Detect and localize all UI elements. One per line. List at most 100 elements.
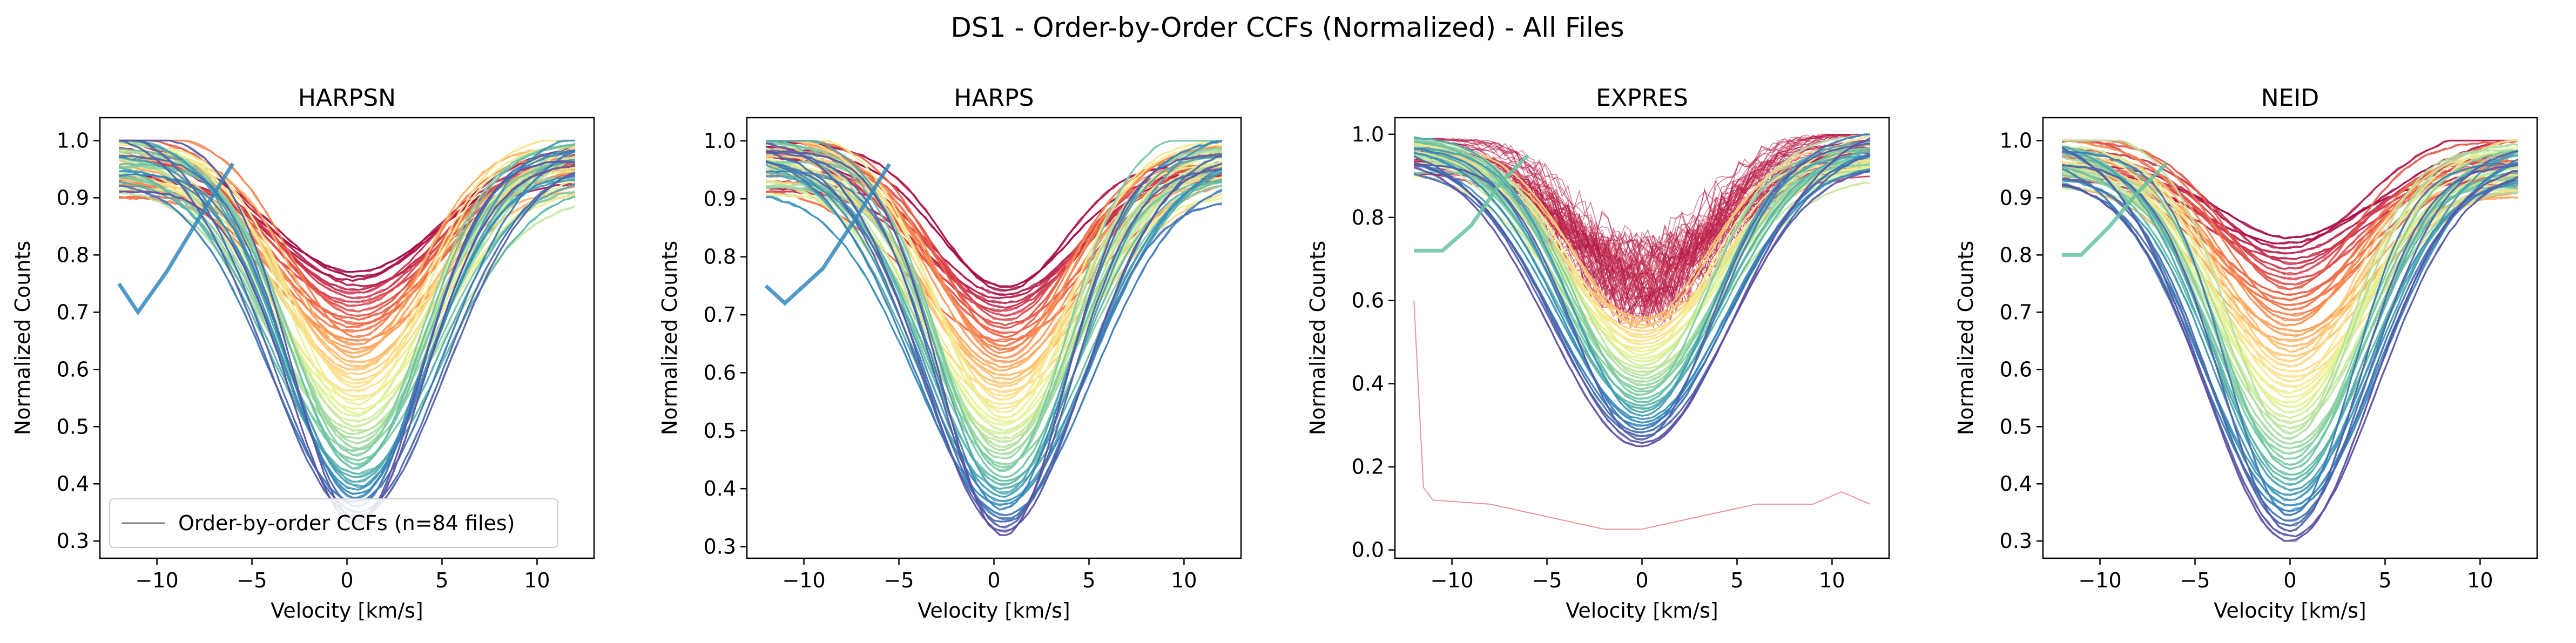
ccf-line bbox=[1414, 141, 1871, 403]
ccf-line bbox=[766, 155, 1223, 296]
ccf-line bbox=[2061, 147, 2519, 538]
ccf-line bbox=[2061, 151, 2519, 517]
ccf-line bbox=[765, 160, 1223, 439]
ccf-curves bbox=[2061, 139, 2519, 542]
x-tick-label: 5 bbox=[435, 568, 448, 592]
x-tick-label: 10 bbox=[1171, 568, 1197, 592]
y-tick-label: 0.4 bbox=[2000, 472, 2032, 496]
x-tick-label: −10 bbox=[1430, 568, 1473, 592]
ccf-line bbox=[765, 160, 1223, 516]
ccf-line bbox=[766, 140, 1222, 418]
y-tick-label: 0.7 bbox=[57, 300, 89, 324]
ccf-line bbox=[765, 147, 1223, 449]
ccf-line bbox=[2062, 143, 2518, 441]
y-tick-label: 0.4 bbox=[57, 472, 89, 496]
blend-line bbox=[1414, 153, 1529, 253]
x-axis-label: Velocity [km/s] bbox=[918, 599, 1070, 622]
x-tick-label: 5 bbox=[2378, 568, 2391, 592]
ccf-curves bbox=[1413, 133, 1871, 530]
y-axis-label: Normalized Counts bbox=[658, 241, 682, 435]
ccf-line bbox=[765, 152, 1223, 435]
x-tick-label: 5 bbox=[1082, 568, 1095, 592]
x-tick-label: 0 bbox=[340, 568, 353, 592]
y-tick-label: 0.6 bbox=[2000, 357, 2032, 381]
ccf-curves bbox=[764, 140, 1223, 537]
y-tick-label: 0.2 bbox=[1352, 455, 1384, 479]
y-tick-label: 0.6 bbox=[57, 357, 89, 381]
outlier-line bbox=[1413, 300, 1871, 530]
legend-label: Order-by-order CCFs (n=84 files) bbox=[178, 511, 515, 535]
x-tick-label: 10 bbox=[1819, 568, 1845, 592]
y-tick-label: 0.6 bbox=[704, 361, 736, 384]
x-tick-label: −10 bbox=[782, 568, 825, 592]
ccf-line bbox=[119, 139, 576, 339]
ccf-line bbox=[1413, 163, 1871, 420]
ccf-line bbox=[1414, 141, 1870, 307]
legend-box bbox=[109, 498, 558, 548]
ccf-line bbox=[765, 140, 1222, 472]
ccf-line bbox=[766, 148, 1222, 384]
y-tick-label: 0.4 bbox=[704, 477, 736, 500]
ccf-line bbox=[119, 139, 575, 389]
x-tick-label: −5 bbox=[884, 568, 914, 592]
ccf-line bbox=[119, 170, 575, 495]
ccf-line bbox=[2061, 146, 2519, 492]
ccf-line bbox=[1413, 154, 1871, 437]
ccf-line bbox=[2061, 144, 2518, 414]
y-tick-label: 0.8 bbox=[57, 243, 89, 267]
x-tick-label: −10 bbox=[135, 568, 178, 592]
x-axis-label: Velocity [km/s] bbox=[271, 599, 423, 622]
panel-title: HARPS bbox=[954, 84, 1034, 112]
ccf-line bbox=[119, 144, 576, 406]
x-tick-label: −5 bbox=[237, 568, 267, 592]
ccf-line bbox=[118, 170, 576, 432]
ccf-line bbox=[1413, 136, 1871, 413]
blend-line bbox=[117, 162, 235, 316]
y-tick-label: 0.7 bbox=[704, 303, 736, 327]
y-tick-label: 0.9 bbox=[2000, 186, 2032, 209]
panel-title: NEID bbox=[2261, 84, 2319, 112]
x-tick-label: 10 bbox=[2467, 568, 2493, 592]
y-tick-label: 0.9 bbox=[704, 187, 736, 211]
y-tick-label: 0.3 bbox=[57, 529, 89, 553]
y-tick-label: 1.0 bbox=[2000, 128, 2032, 152]
ccf-line bbox=[765, 161, 1223, 502]
x-axis-label: Velocity [km/s] bbox=[1566, 599, 1718, 622]
ccf-line bbox=[1413, 137, 1870, 387]
x-tick-label: −5 bbox=[1532, 568, 1562, 592]
y-tick-label: 0.6 bbox=[1352, 289, 1384, 313]
ccf-line bbox=[1413, 153, 1871, 390]
y-axis-label: Normalized Counts bbox=[1306, 241, 1330, 435]
y-tick-label: 0.5 bbox=[704, 419, 736, 443]
y-tick-label: 0.8 bbox=[2000, 243, 2032, 267]
y-tick-label: 0.9 bbox=[57, 186, 89, 209]
blend-line bbox=[764, 163, 891, 306]
x-tick-label: −10 bbox=[2078, 568, 2121, 592]
panel-harpsn: −10 −5 0 5 10 0.3 0.4 0.5 0.6 0.7 0.8 0.9 1.0 HARPSN V… bbox=[11, 84, 595, 622]
ccf-line bbox=[118, 176, 576, 462]
ccf-line bbox=[118, 156, 576, 401]
ccf-line bbox=[766, 169, 1223, 459]
ccf-line bbox=[1414, 144, 1870, 329]
ccf-line bbox=[2062, 139, 2519, 434]
ccf-line bbox=[1414, 163, 1870, 444]
ccf-line bbox=[2062, 170, 2519, 542]
y-tick-label: 1.0 bbox=[704, 129, 736, 153]
y-tick-label: 1.0 bbox=[57, 128, 89, 152]
ccf-line bbox=[765, 151, 1222, 529]
ccf-line bbox=[1414, 143, 1870, 441]
y-axis-label: Normalized Counts bbox=[1954, 241, 1978, 435]
ccf-line bbox=[1414, 148, 1871, 409]
x-tick-label: 0 bbox=[1635, 568, 1648, 592]
ccf-line bbox=[766, 140, 1222, 478]
x-tick-label: 0 bbox=[2283, 568, 2296, 592]
x-axis-label: Velocity [km/s] bbox=[2214, 599, 2366, 622]
panel-harps: −10 −5 0 5 10 0.3 0.4 0.5 0.6 0.7 0.8 0.9 1.0 HARPS Ve… bbox=[658, 84, 1242, 622]
legend: Order-by-order CCFs (n=84 files) bbox=[109, 498, 558, 548]
y-tick-label: 0.3 bbox=[704, 535, 736, 559]
ccf-line bbox=[118, 144, 575, 470]
y-tick-label: 0.5 bbox=[2000, 415, 2032, 438]
y-axis-label: Normalized Counts bbox=[11, 241, 35, 435]
ccf-line bbox=[2061, 159, 2519, 512]
